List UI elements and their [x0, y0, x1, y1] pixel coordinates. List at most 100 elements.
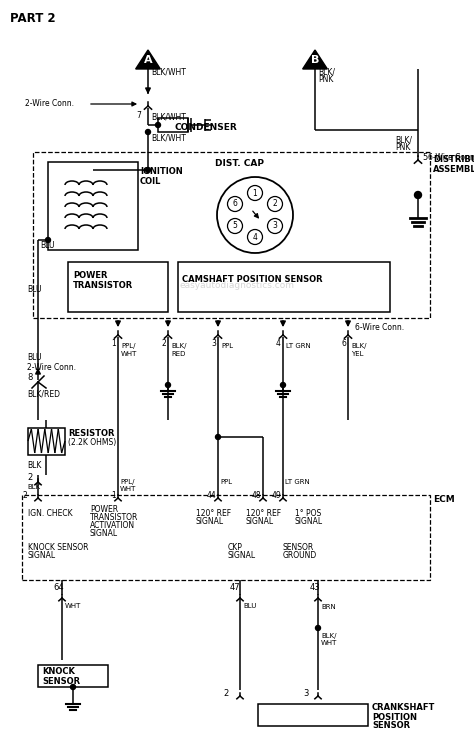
Text: 47: 47: [230, 583, 241, 592]
Text: BLU: BLU: [27, 354, 42, 363]
Text: 2: 2: [224, 689, 229, 698]
Text: GROUND: GROUND: [283, 551, 317, 560]
Circle shape: [281, 383, 285, 388]
Text: (2.2K OHMS): (2.2K OHMS): [68, 438, 116, 447]
Text: 6: 6: [341, 339, 346, 348]
Text: YEL: YEL: [351, 351, 364, 357]
Text: BLU: BLU: [27, 285, 42, 294]
Text: WHT: WHT: [120, 486, 137, 492]
Text: 64: 64: [53, 583, 64, 592]
Text: 2-Wire Conn.: 2-Wire Conn.: [27, 363, 76, 372]
Text: ASSEMBLY: ASSEMBLY: [433, 164, 474, 174]
Text: BLK: BLK: [27, 461, 41, 470]
Bar: [68, 262, 168, 312]
Text: SIGNAL: SIGNAL: [28, 551, 56, 560]
Text: SENSOR: SENSOR: [283, 543, 314, 553]
Circle shape: [165, 383, 171, 388]
Text: BLK/RED: BLK/RED: [27, 389, 60, 398]
Text: 1° POS: 1° POS: [295, 510, 321, 519]
Text: KNOCK SENSOR: KNOCK SENSOR: [28, 543, 89, 553]
Text: CKP: CKP: [228, 543, 243, 553]
Text: BLU: BLU: [40, 241, 55, 250]
Text: LT GRN: LT GRN: [286, 343, 311, 349]
Text: IGN. CHECK: IGN. CHECK: [28, 510, 73, 519]
Circle shape: [71, 684, 75, 690]
Text: easyautodiagnostics.com: easyautodiagnostics.com: [180, 281, 294, 290]
Text: BRN: BRN: [321, 604, 336, 610]
Text: 2: 2: [22, 492, 27, 501]
Bar: [158, 118, 188, 132]
Text: 43: 43: [310, 583, 320, 592]
Text: 6-Wire Conn.: 6-Wire Conn.: [355, 322, 404, 331]
Text: 1: 1: [253, 189, 257, 198]
Text: 2-Wire Conn.: 2-Wire Conn.: [25, 100, 74, 108]
Text: 120° REF: 120° REF: [196, 510, 231, 519]
Text: BLK/: BLK/: [321, 633, 337, 639]
Bar: [33, 152, 430, 318]
Text: SIGNAL: SIGNAL: [295, 518, 323, 527]
Text: PPL/: PPL/: [120, 479, 135, 485]
Text: ECM: ECM: [433, 496, 455, 504]
Text: CRANKSHAFT: CRANKSHAFT: [372, 704, 436, 713]
Text: BLK/: BLK/: [171, 343, 186, 349]
Bar: [38, 665, 108, 687]
Text: 3: 3: [304, 689, 309, 698]
Bar: [48, 162, 138, 250]
Text: PNK: PNK: [395, 143, 410, 152]
Circle shape: [46, 238, 51, 242]
Text: DISTRIBUTOR: DISTRIBUTOR: [433, 155, 474, 164]
Text: BLU: BLU: [243, 603, 256, 609]
Polygon shape: [303, 50, 328, 69]
Text: TRANSISTOR: TRANSISTOR: [73, 281, 133, 290]
Text: 48: 48: [251, 492, 261, 501]
Text: SIGNAL: SIGNAL: [196, 518, 224, 527]
Text: SIGNAL: SIGNAL: [246, 518, 274, 527]
Text: 1: 1: [111, 339, 116, 348]
Text: 2: 2: [161, 339, 166, 348]
Text: 6-Wire Conn.: 6-Wire Conn.: [428, 154, 474, 163]
Text: DIST. CAP: DIST. CAP: [215, 158, 264, 167]
Text: BLK/WHT: BLK/WHT: [151, 134, 186, 143]
Text: RESISTOR: RESISTOR: [68, 429, 115, 438]
Text: CONDENSER: CONDENSER: [175, 123, 238, 132]
Text: BLK: BLK: [27, 484, 40, 490]
Text: 7: 7: [136, 111, 141, 120]
Circle shape: [216, 435, 220, 440]
Bar: [28, 428, 65, 455]
Bar: [178, 262, 390, 312]
Text: A: A: [144, 56, 152, 65]
Text: BLK/: BLK/: [395, 135, 412, 144]
Text: CAMSHAFT POSITION SENSOR: CAMSHAFT POSITION SENSOR: [182, 276, 323, 285]
Circle shape: [146, 167, 151, 172]
Text: SENSOR: SENSOR: [42, 676, 80, 686]
Text: POWER: POWER: [73, 270, 108, 279]
Bar: [22, 495, 430, 580]
Text: 8: 8: [27, 374, 32, 383]
Text: B: B: [311, 56, 319, 65]
Text: PPL: PPL: [221, 343, 233, 349]
Text: 5: 5: [233, 221, 237, 230]
Text: IGNITION: IGNITION: [140, 167, 183, 177]
Circle shape: [146, 129, 151, 134]
Text: 1: 1: [111, 492, 116, 501]
Text: 3: 3: [211, 339, 216, 348]
Text: WHT: WHT: [321, 640, 337, 646]
Text: 44: 44: [206, 492, 216, 501]
Text: 4: 4: [276, 339, 281, 348]
Bar: [258, 704, 368, 726]
Text: WHT: WHT: [121, 351, 137, 357]
Text: PPL/: PPL/: [121, 343, 136, 349]
Text: BLK/WHT: BLK/WHT: [151, 112, 186, 122]
Text: 2: 2: [273, 200, 277, 209]
Text: ACTIVATION: ACTIVATION: [90, 521, 135, 530]
Text: PART 2: PART 2: [10, 11, 55, 25]
Text: 4: 4: [253, 233, 257, 241]
Text: SIGNAL: SIGNAL: [228, 551, 256, 560]
Text: SENSOR: SENSOR: [372, 721, 410, 730]
Text: 49: 49: [271, 492, 281, 501]
Text: BLK/: BLK/: [318, 68, 335, 77]
Text: 3: 3: [273, 221, 277, 230]
Polygon shape: [136, 50, 160, 69]
Text: RED: RED: [171, 351, 185, 357]
Text: 5: 5: [422, 154, 427, 163]
